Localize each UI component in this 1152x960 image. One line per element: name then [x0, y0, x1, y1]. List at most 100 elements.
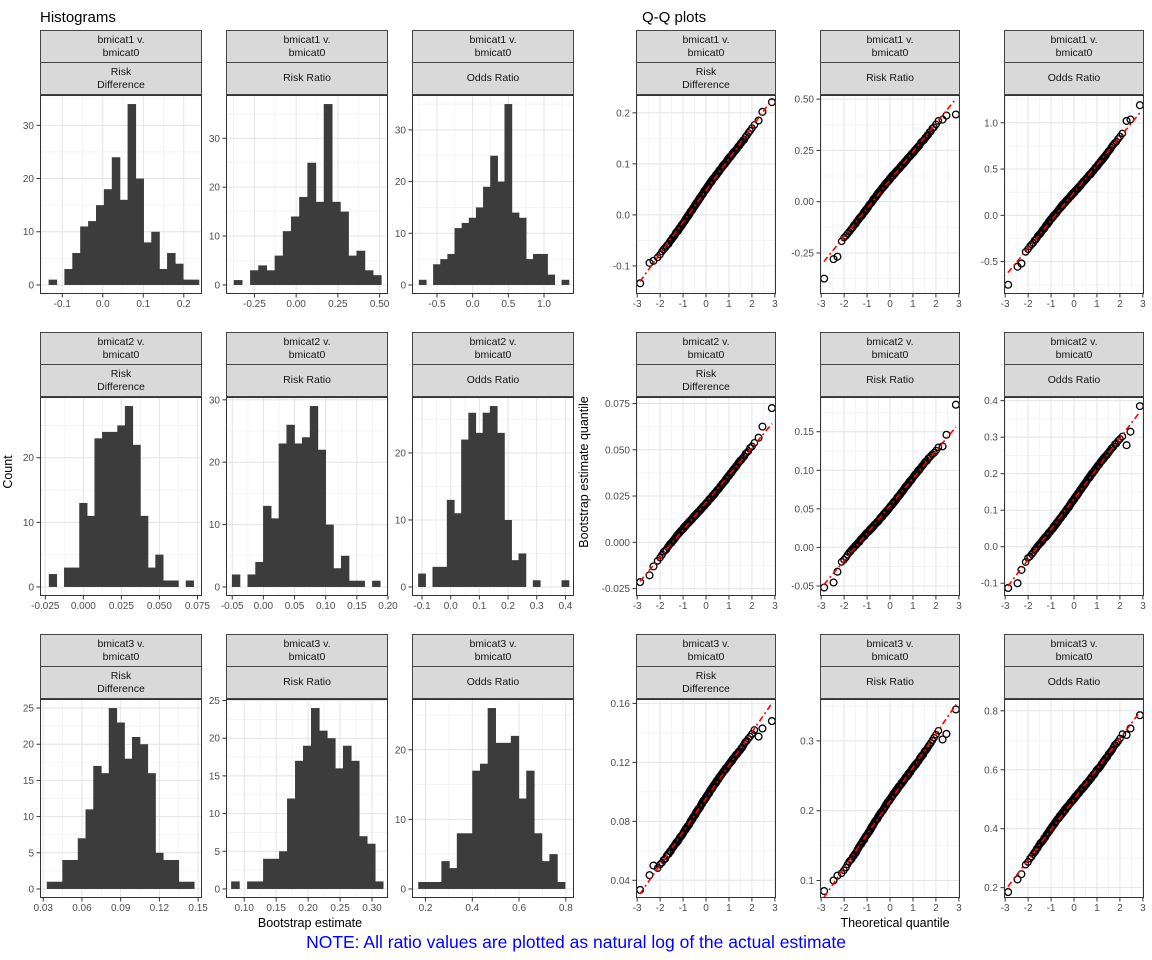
svg-text:2: 2	[933, 601, 939, 612]
axis-ticks: -3 -2 -1 0 1 2 3 -0.025 0.000 0.025 0.050 0.075	[602, 399, 778, 612]
qq-y-axis-label: Bootstrap estimate quantile	[577, 396, 591, 548]
svg-text:0.1: 0.1	[616, 159, 630, 170]
facet-strip-comparison: bmicat1 v. bmicat0	[636, 30, 776, 63]
svg-text:-2: -2	[840, 903, 849, 914]
facet-strip-comparison: bmicat2 v. bmicat0	[1004, 332, 1144, 365]
qq-reference-line	[639, 423, 773, 582]
qq-cell: bmicat1 v. bmicat0 Risk Difference -3 -2 -1 0 1 2…	[592, 30, 778, 310]
svg-text:-1: -1	[1047, 299, 1056, 310]
qq-cell: bmicat2 v. bmicat0 Odds Ratio -3 -2 -1 0 1 2 3 -0.…	[960, 332, 1146, 612]
qq-plot: -3 -2 -1 0 1 2 3 -0.5 0.0 0.5 1.0	[981, 95, 1146, 310]
svg-text:3: 3	[956, 601, 962, 612]
strip-label-line: Risk	[695, 66, 717, 78]
svg-text:0.05: 0.05	[795, 504, 815, 515]
histogram-bars	[231, 406, 381, 587]
svg-text:10: 10	[23, 812, 35, 823]
histogram-plot: -0.05 0.00 0.05 0.10 0.15 0.20 0 10 20 30	[209, 395, 398, 612]
svg-text:-0.5: -0.5	[428, 299, 446, 310]
panel-border	[40, 699, 202, 898]
qq-reference-line	[823, 426, 957, 586]
svg-text:2: 2	[749, 601, 755, 612]
strip-label-line: bmicat0	[687, 46, 725, 59]
svg-text:0.10: 0.10	[316, 601, 336, 612]
svg-text:-3: -3	[633, 299, 642, 310]
svg-text:0.04: 0.04	[611, 876, 631, 887]
svg-text:0.25: 0.25	[328, 299, 348, 310]
svg-text:0.2: 0.2	[177, 299, 191, 310]
svg-text:20: 20	[395, 177, 407, 188]
svg-text:-0.1: -0.1	[54, 299, 72, 310]
hist-row: bmicat3 v. bmicat0 Risk Difference 0.03 0.06 0…	[0, 634, 576, 914]
svg-text:0.4: 0.4	[558, 601, 572, 612]
facet-strip-comparison: bmicat3 v. bmicat0	[636, 634, 776, 667]
svg-text:0: 0	[400, 280, 406, 291]
svg-text:5: 5	[28, 848, 34, 859]
svg-text:0: 0	[28, 280, 34, 291]
strip-label-line: bmicat0	[474, 46, 512, 59]
svg-text:-1: -1	[1047, 903, 1056, 914]
facet-strip-comparison: bmicat3 v. bmicat0	[40, 634, 202, 667]
facet-strip-comparison: bmicat1 v. bmicat0	[412, 30, 574, 63]
svg-text:0: 0	[1071, 903, 1077, 914]
qq-row: bmicat3 v. bmicat0 Risk Difference -3 -2 -1 0 1 2…	[576, 634, 1152, 914]
facet-strip-measure: Risk Ratio	[226, 364, 388, 397]
svg-text:0.4: 0.4	[984, 824, 998, 835]
svg-text:0: 0	[887, 601, 893, 612]
facet-strip-comparison: bmicat2 v. bmicat0	[226, 332, 388, 365]
svg-text:1: 1	[1094, 299, 1100, 310]
histogram-plot: 0.10 0.15 0.20 0.25 0.30 0 5 10 15 20 25	[209, 696, 389, 914]
svg-text:1: 1	[910, 601, 916, 612]
panel-border	[820, 397, 960, 596]
axis-ticks: -3 -2 -1 0 1 2 3 -0.1 0.0 0.1 0.2	[613, 108, 778, 310]
strip-label-line: Odds Ratio	[466, 72, 520, 85]
gridlines	[636, 95, 776, 294]
svg-text:0: 0	[400, 582, 406, 593]
svg-text:-2: -2	[1024, 903, 1033, 914]
qq-x-axis-label: Theoretical quantile	[840, 916, 950, 930]
panel-border	[1004, 699, 1144, 898]
facet-strip-comparison: bmicat2 v. bmicat0	[820, 332, 960, 365]
svg-text:0.2: 0.2	[616, 108, 630, 119]
strip-label-line: Risk	[110, 66, 132, 78]
histograms-x-axis-label: Bootstrap estimate	[257, 916, 363, 930]
svg-text:0.025: 0.025	[605, 492, 630, 503]
svg-text:0.0: 0.0	[984, 542, 998, 553]
facet-strip-measure: Odds Ratio	[412, 666, 574, 699]
histogram-bars	[418, 708, 566, 889]
hist-cell: bmicat3 v. bmicat0 Risk Ratio 0.10 0.15 0.20 0…	[202, 634, 389, 914]
svg-text:-0.25: -0.25	[791, 248, 814, 259]
svg-text:-1: -1	[679, 601, 688, 612]
svg-text:0: 0	[703, 601, 709, 612]
strip-label-line: bmicat1 v.	[1050, 34, 1098, 46]
strip-label-line: bmicat1 v.	[682, 34, 730, 46]
axis-ticks: -0.05 0.00 0.05 0.10 0.15 0.20 0 10 20 30	[209, 395, 398, 612]
axis-ticks: -3 -2 -1 0 1 2 3 0.1 0.2 0.3	[800, 736, 962, 914]
svg-text:20: 20	[23, 740, 35, 751]
svg-text:0.10: 0.10	[795, 466, 815, 477]
svg-text:-3: -3	[817, 299, 826, 310]
panel-border	[226, 95, 388, 294]
axis-ticks: -0.25 0.00 0.25 0.50 0 10 20 30	[209, 134, 390, 310]
panel-border	[1004, 95, 1144, 294]
axis-ticks: -3 -2 -1 0 1 2 3 -0.1 0.0 0.1 0.2 0.3 0.4	[981, 396, 1146, 612]
histogram-bars	[48, 406, 194, 587]
qq-cell: bmicat3 v. bmicat0 Risk Difference -3 -2 -1 0 1 2…	[592, 634, 778, 914]
facet-strip-measure: Odds Ratio	[1004, 364, 1144, 397]
svg-text:30: 30	[23, 121, 35, 132]
svg-text:0.15: 0.15	[347, 601, 367, 612]
qq-plot: -3 -2 -1 0 1 2 3 -0.05 0.00 0.05 0.10 0.15	[791, 397, 962, 612]
svg-text:1.0: 1.0	[984, 118, 998, 129]
gridlines	[820, 95, 960, 294]
strip-label-line: bmicat2 v.	[469, 336, 517, 348]
svg-text:0.8: 0.8	[559, 903, 573, 914]
svg-text:0.6: 0.6	[512, 903, 526, 914]
strip-label-line: Difference	[682, 380, 730, 393]
svg-text:20: 20	[209, 183, 221, 194]
svg-text:0: 0	[28, 884, 34, 895]
svg-text:0.0: 0.0	[466, 299, 480, 310]
svg-text:-1: -1	[863, 903, 872, 914]
svg-text:0: 0	[214, 280, 220, 291]
qq-reference-line	[1007, 411, 1141, 587]
svg-text:1.0: 1.0	[537, 299, 551, 310]
gridlines	[636, 397, 776, 596]
